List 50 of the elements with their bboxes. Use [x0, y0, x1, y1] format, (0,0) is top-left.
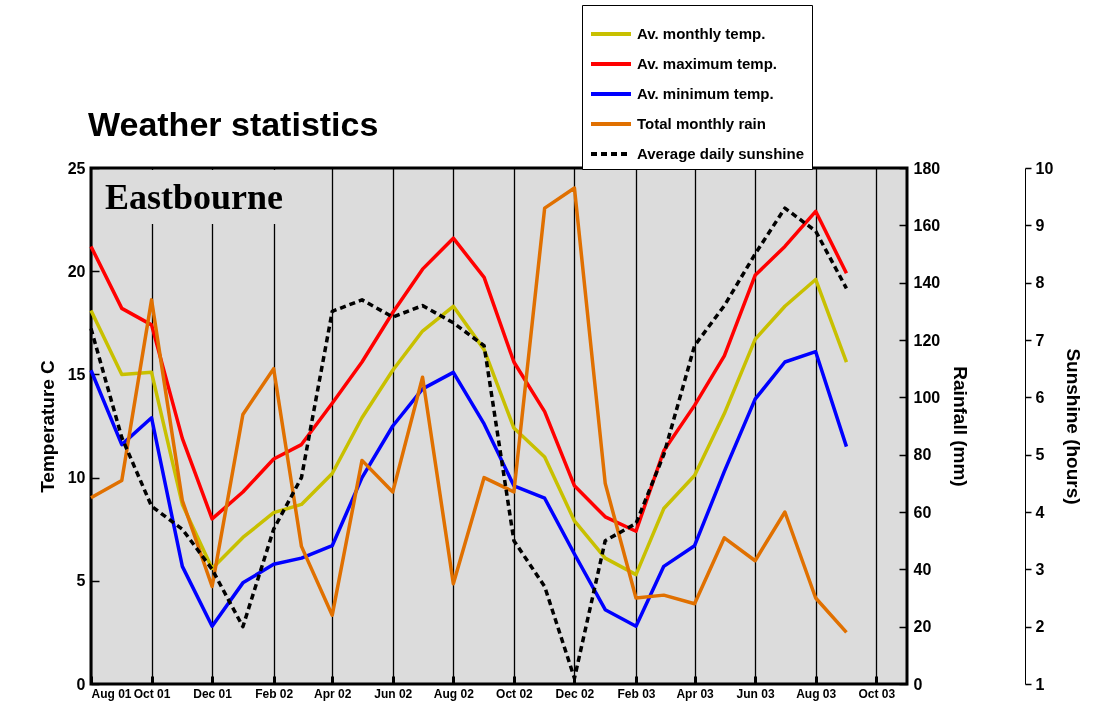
y3-tick-label: 5: [1035, 446, 1045, 464]
y3-tick-label: 7: [1035, 331, 1045, 349]
legend-label: Average daily sunshine: [637, 145, 805, 162]
x-tick-label: Oct 01: [133, 686, 171, 701]
y2-tick-label: 60: [913, 503, 932, 521]
y-tick-label: 15: [67, 365, 86, 383]
y2-tick-label: 40: [913, 560, 932, 578]
x-tick-label: Aug 03: [796, 686, 837, 701]
x-tick-label: Feb 03: [617, 686, 656, 701]
y2-axis-title: Rainfall (mm): [950, 366, 972, 487]
y2-tick-label: 140: [913, 274, 941, 292]
y2-tick-label: 120: [913, 331, 941, 349]
y-tick-label: 20: [67, 262, 86, 280]
y-tick-label: 25: [67, 159, 86, 177]
x-tick-label: Aug 01: [91, 686, 132, 701]
y2-tick-label: 20: [913, 618, 932, 636]
y2-tick-label: 100: [913, 388, 941, 406]
x-tick-label: Apr 02: [314, 686, 352, 701]
y3-tick-label: 10: [1035, 159, 1054, 177]
x-tick-label: Apr 03: [676, 686, 715, 701]
chart-title: Weather statistics: [88, 105, 379, 143]
legend-label: Av. minimum temp.: [637, 85, 774, 102]
x-tick-label: Jun 03: [736, 686, 775, 701]
x-tick-label: Feb 02: [255, 686, 294, 701]
y3-tick-label: 8: [1035, 274, 1045, 292]
x-tick-label: Jun 02: [374, 686, 413, 701]
x-tick-label: Dec 02: [555, 686, 595, 701]
legend-label: Total monthly rain: [637, 115, 766, 132]
y3-tick-label: 1: [1035, 675, 1045, 693]
y2-tick-label: 0: [913, 675, 923, 693]
y3-tick-label: 2: [1035, 618, 1045, 636]
y3-tick-label: 6: [1035, 388, 1045, 406]
y3-tick-label: 9: [1035, 216, 1045, 234]
y3-tick-label: 3: [1035, 560, 1045, 578]
legend-label: Av. maximum temp.: [637, 55, 778, 72]
legend-label: Av. monthly temp.: [637, 25, 766, 42]
y2-tick-label: 80: [913, 446, 932, 464]
x-tick-label: Dec 01: [193, 686, 233, 701]
y2-tick-label: 180: [913, 159, 941, 177]
y3-tick-label: 4: [1035, 503, 1045, 521]
y-tick-label: 0: [76, 675, 86, 693]
x-tick-label: Aug 02: [433, 686, 475, 701]
x-tick-label: Oct 03: [858, 686, 896, 701]
x-tick-label: Oct 02: [496, 686, 534, 701]
y2-tick-label: 160: [913, 216, 941, 234]
y-tick-label: 10: [67, 469, 86, 487]
annotation: Eastbourne: [105, 177, 284, 217]
y-tick-label: 5: [76, 572, 86, 590]
y3-axis-title: Sunshine (hours): [1063, 348, 1085, 505]
y-axis-title: Temperature C: [36, 359, 58, 493]
